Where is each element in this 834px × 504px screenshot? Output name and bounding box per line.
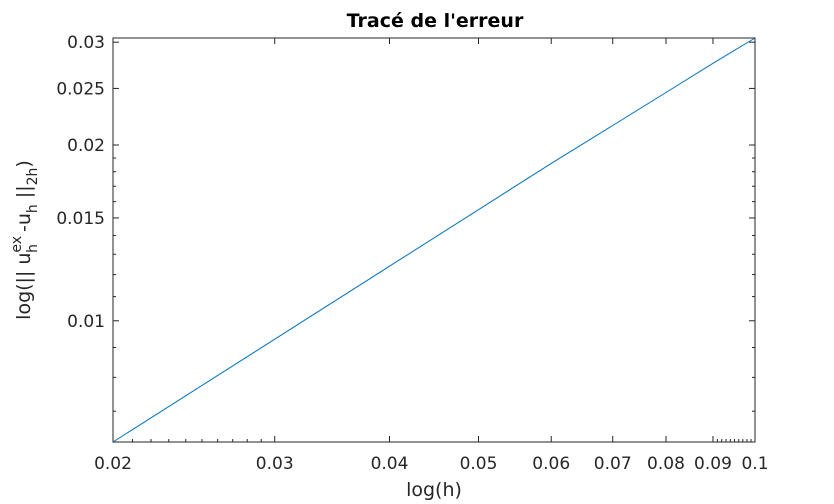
x-tick-label: 0.04 [371, 454, 409, 474]
x-tick-label: 0.07 [594, 454, 632, 474]
y-label-prefix: log(|| u [13, 253, 35, 320]
y-label-norm: || [13, 185, 35, 204]
chart-title: Tracé de l'erreur [347, 10, 524, 32]
y-tick-label: 0.03 [67, 33, 105, 53]
y-label-middle: -u [13, 213, 35, 238]
x-tick-label: 0.03 [256, 454, 294, 474]
y-tick-label: 0.02 [67, 136, 105, 156]
series-line-error [112, 37, 756, 443]
y-axis-label: log(|| uexh -uh ||2h) [9, 160, 41, 320]
y-tick-label: 0.01 [67, 312, 105, 332]
axes-frame [112, 37, 756, 443]
y-label-sup-ex: ex [9, 236, 25, 253]
y-label-sub-2h: 2h [25, 168, 41, 186]
y-label-sub-h1: h [25, 244, 41, 253]
x-tick-label: 0.06 [532, 454, 570, 474]
y-label-suffix: ) [13, 160, 35, 167]
x-tick-label: 0.1 [741, 454, 768, 474]
x-axis: 0.02 0.03 0.04 0.05 0.06 0.07 0.08 0.09 0.1 [94, 38, 769, 474]
y-tick-label: 0.015 [56, 209, 105, 229]
y-axis: 0.01 0.015 0.02 0.025 0.03 [56, 33, 755, 412]
plot-area [112, 37, 756, 443]
x-tick-label: 0.02 [94, 454, 132, 474]
y-tick-label: 0.025 [56, 79, 105, 99]
x-tick-label: 0.05 [460, 454, 498, 474]
x-tick-label: 0.08 [647, 454, 685, 474]
x-tick-label: 0.09 [694, 454, 732, 474]
y-label-sub-h2: h [25, 204, 41, 213]
x-axis-label: log(h) [406, 479, 462, 501]
